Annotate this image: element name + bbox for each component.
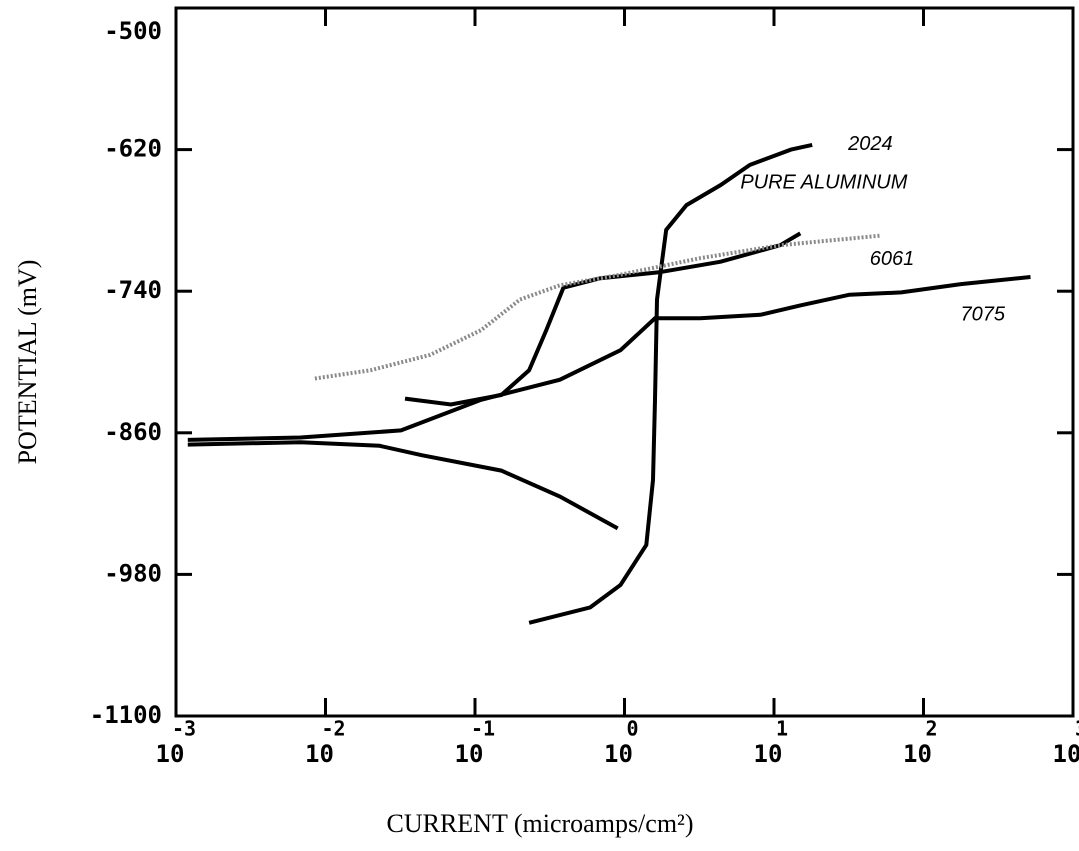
series-line <box>187 231 802 531</box>
series-label: 6061 <box>870 248 915 270</box>
series-label: 7075 <box>961 303 1006 325</box>
y-tick-label: -1100 <box>90 701 162 729</box>
y-tick-label: -860 <box>104 418 162 446</box>
x-tick-label: 10 <box>754 740 783 768</box>
series-line <box>528 142 813 625</box>
x-tick-label: 10 <box>156 740 185 768</box>
x-tick-exponent: -3 <box>172 717 196 741</box>
x-tick-exponent: -1 <box>471 717 495 741</box>
y-tick-label: -620 <box>104 135 162 163</box>
x-tick-label: 10 <box>604 740 633 768</box>
x-tick-label: 10 <box>455 740 484 768</box>
series-label: 2024 <box>847 133 893 155</box>
x-tick-exponent: 2 <box>925 717 937 741</box>
x-tick-exponent: -2 <box>321 717 345 741</box>
x-tick-exponent: 0 <box>626 717 638 741</box>
series-line <box>314 233 880 381</box>
series-line <box>187 275 1031 442</box>
series-label: PURE ALUMINUM <box>740 172 907 194</box>
plot-frame <box>174 6 1075 718</box>
x-tick-exponent: 3 <box>1075 717 1079 741</box>
x-tick-exponent: 1 <box>776 717 788 741</box>
y-tick-label: -740 <box>104 276 162 304</box>
x-tick-label: 10 <box>903 740 932 768</box>
y-axis-title: POTENTIAL (mV) <box>13 260 42 465</box>
x-tick-label: 10 <box>1053 740 1079 768</box>
y-tick-label: -980 <box>104 559 162 587</box>
y-tick-label: -500 <box>104 17 162 45</box>
x-tick-label: 10 <box>305 740 334 768</box>
x-axis-title: CURRENT (microamps/cm²) <box>387 809 694 838</box>
